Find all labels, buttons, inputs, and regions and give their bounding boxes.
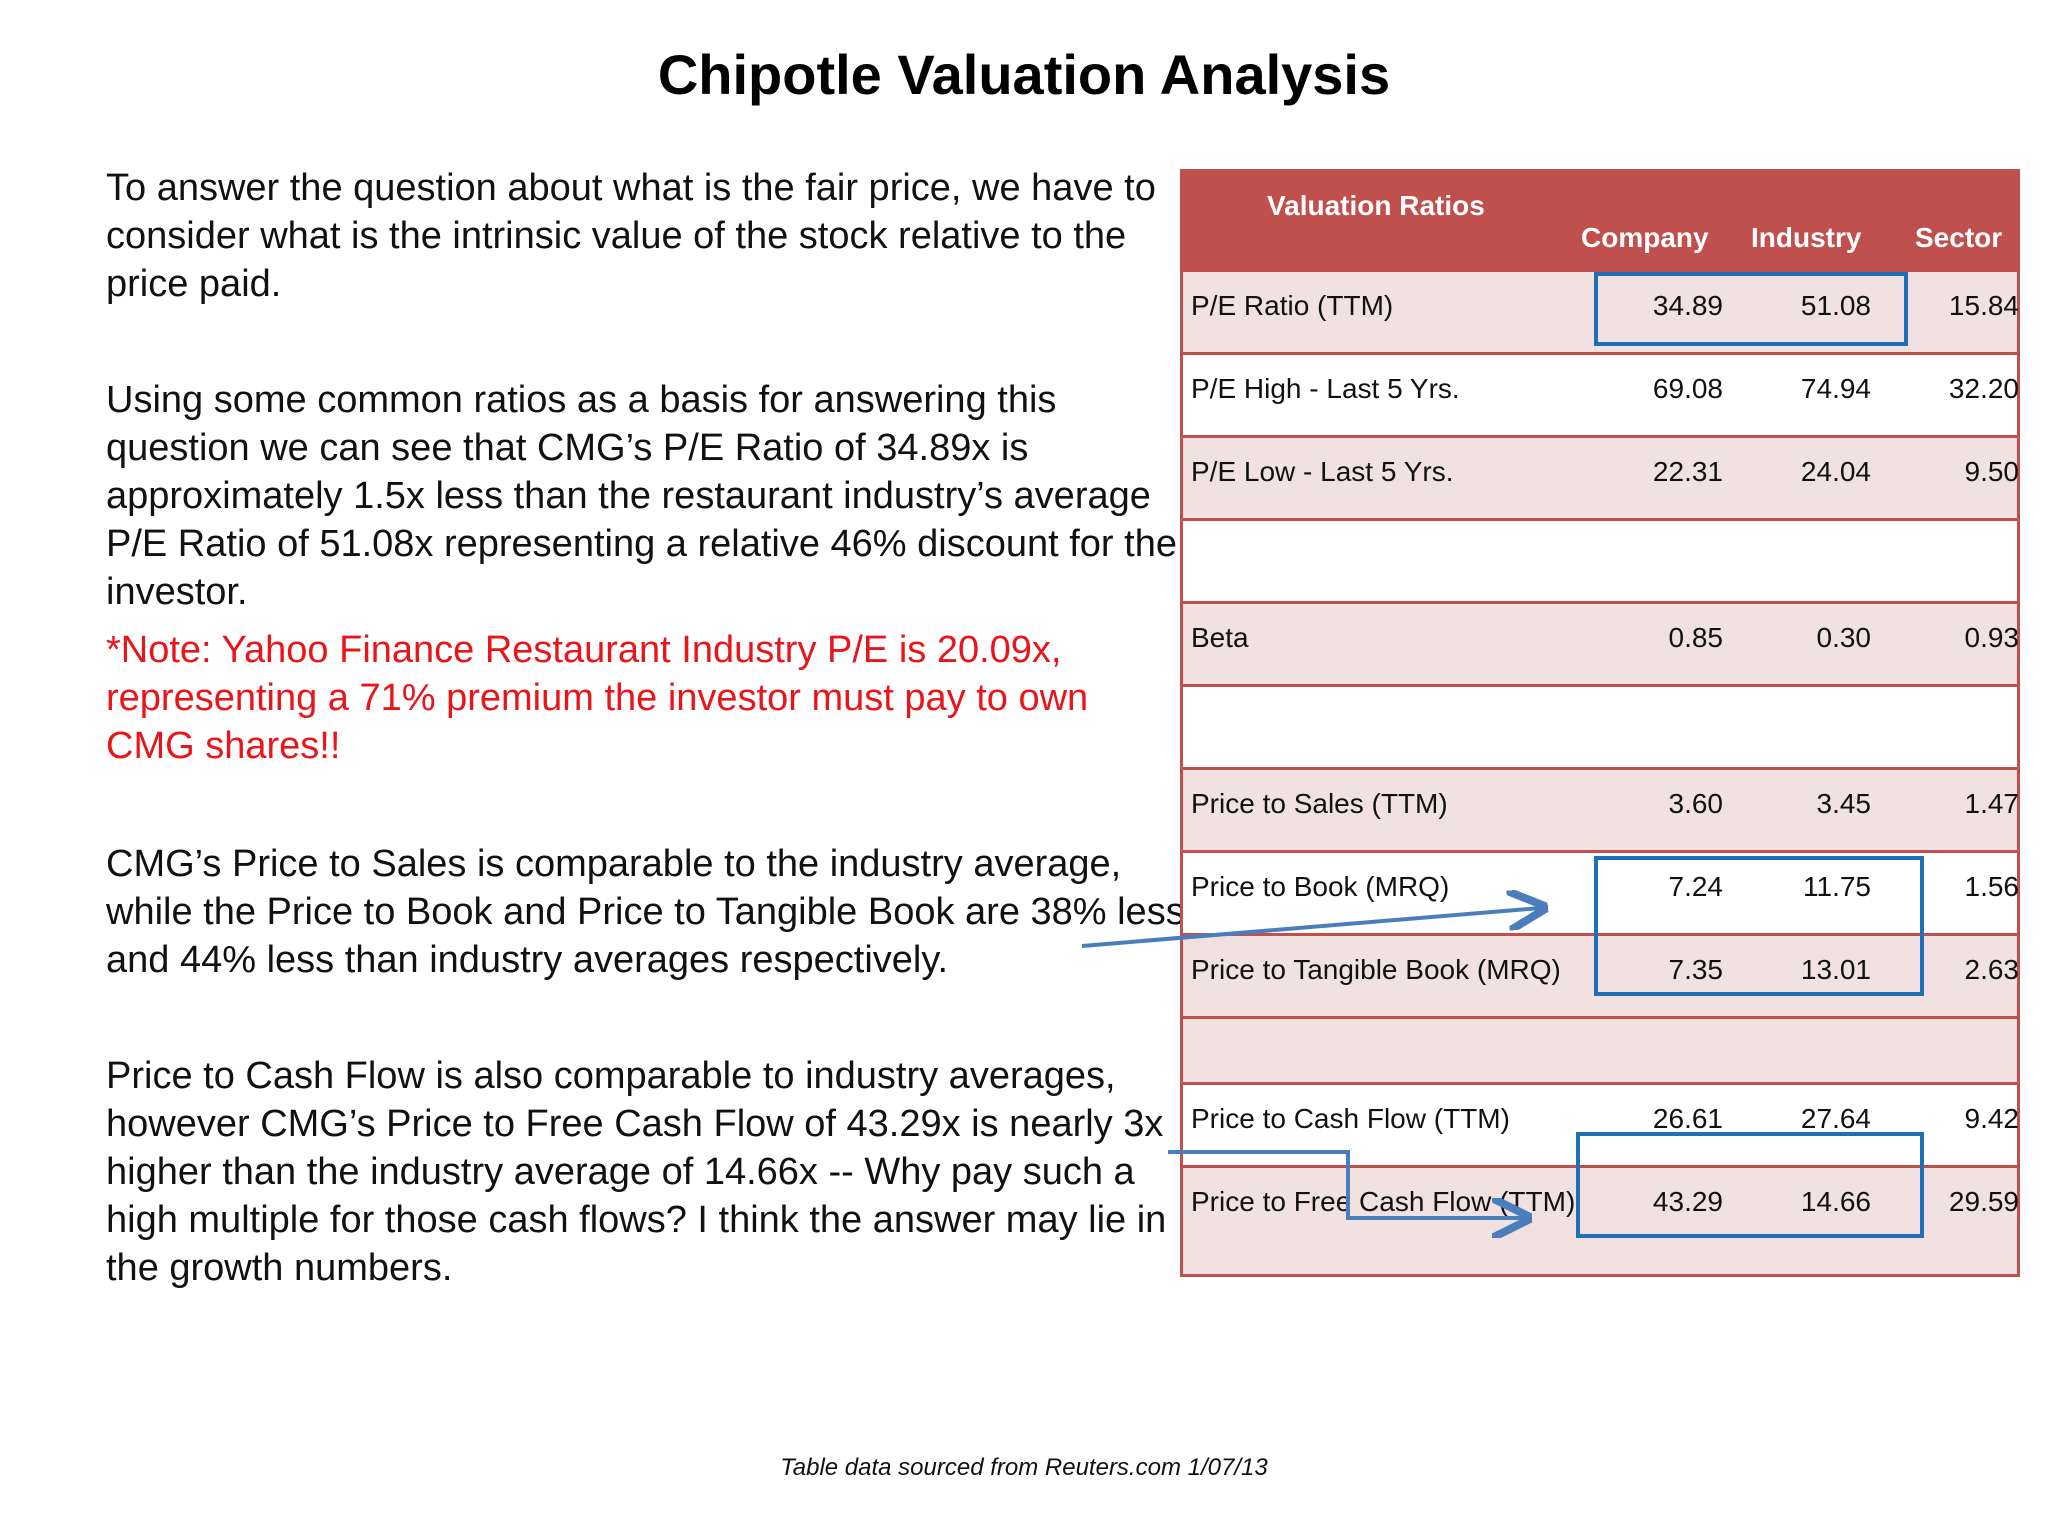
company-value: 43.29 <box>1652 1186 1723 1217</box>
intro-paragraph: To answer the question about what is the… <box>106 164 1186 308</box>
note-text: *Note: Yahoo Finance Restaurant Industry… <box>106 629 1089 767</box>
company-value: 3.60 <box>1668 788 1724 819</box>
row-label: Price to Tangible Book (MRQ) <box>1191 954 1561 985</box>
company-value: 26.61 <box>1652 1103 1723 1134</box>
note-paragraph: *Note: Yahoo Finance Restaurant Industry… <box>106 626 1186 770</box>
pe-highlight-box <box>1594 272 1908 346</box>
table-row: Beta 0.85 0.30 0.93 <box>1183 604 2020 687</box>
industry-value: 51.08 <box>1800 290 1871 321</box>
book-text: CMG’s Price to Sales is comparable to th… <box>106 843 1185 981</box>
row-label: P/E Ratio (TTM) <box>1191 290 1394 321</box>
source-note: Table data sourced from Reuters.com 1/07… <box>780 1454 1268 1481</box>
company-value: 34.89 <box>1652 290 1723 321</box>
table-header: Valuation Ratios Company Industry Sector <box>1183 172 2017 272</box>
fcf-arrow <box>1168 1150 1524 1218</box>
row-label: Beta <box>1191 622 1249 653</box>
company-value: 22.31 <box>1652 456 1723 487</box>
column-header-sector: Sector <box>1915 222 2003 253</box>
sector-value: 9.42 <box>1964 1103 2020 1134</box>
row-label: Price to Cash Flow (TTM) <box>1191 1103 1510 1134</box>
sector-value: 1.47 <box>1964 788 2020 819</box>
industry-value: 14.66 <box>1800 1186 1871 1217</box>
sector-value: 32.20 <box>1948 373 2019 404</box>
pe-paragraph: Using some common ratios as a basis for … <box>106 376 1186 616</box>
book-highlight-box <box>1594 856 1924 996</box>
table-row: Price to Book (MRQ) 7.24 11.75 1.56 <box>1183 853 2020 936</box>
industry-value: 3.45 <box>1816 788 1872 819</box>
table-row: Price to Cash Flow (TTM) 26.61 27.64 9.4… <box>1183 1085 2020 1168</box>
company-value: 0.85 <box>1668 622 1724 653</box>
book-paragraph: CMG’s Price to Sales is comparable to th… <box>106 840 1186 984</box>
column-header-industry: Industry <box>1751 222 1862 253</box>
table-row-empty <box>1183 687 2017 770</box>
sector-value: 9.50 <box>1964 456 2020 487</box>
company-value: 69.08 <box>1652 373 1723 404</box>
industry-value: 0.30 <box>1816 622 1872 653</box>
company-value: 7.24 <box>1668 871 1724 902</box>
table-row: Price to Sales (TTM) 3.60 3.45 1.47 <box>1183 770 2020 853</box>
industry-value: 24.04 <box>1800 456 1871 487</box>
industry-value: 27.64 <box>1800 1103 1871 1134</box>
table-title: Valuation Ratios <box>1267 190 1485 221</box>
sector-value: 15.84 <box>1948 290 2019 321</box>
table-row: P/E High - Last 5 Yrs. 69.08 74.94 32.20 <box>1183 355 2019 438</box>
valuation-table: Valuation Ratios Company Industry Sector… <box>1180 169 2020 1277</box>
industry-value: 11.75 <box>1803 871 1871 902</box>
sector-value: 0.93 <box>1964 622 2020 653</box>
industry-value: 74.94 <box>1800 373 1871 404</box>
row-label: Price to Book (MRQ) <box>1191 871 1450 902</box>
table-row: P/E Low - Last 5 Yrs. 22.31 24.04 9.50 <box>1183 438 2020 521</box>
cashflow-paragraph: Price to Cash Flow is also comparable to… <box>106 1052 1186 1292</box>
table-row-empty <box>1183 521 2017 604</box>
pe-text: Using some common ratios as a basis for … <box>106 379 1177 613</box>
row-label: P/E Low - Last 5 Yrs. <box>1191 456 1454 487</box>
sector-value: 2.63 <box>1964 954 2020 985</box>
cashflow-text: Price to Cash Flow is also comparable to… <box>106 1055 1167 1289</box>
industry-value: 13.01 <box>1800 954 1871 985</box>
table-row-empty <box>1183 1019 2017 1085</box>
row-label: P/E High - Last 5 Yrs. <box>1191 373 1460 404</box>
sector-value: 29.59 <box>1948 1186 2019 1217</box>
table-row: Price to Tangible Book (MRQ) 7.35 13.01 … <box>1183 936 2020 1019</box>
page-title: Chipotle Valuation Analysis <box>657 43 1391 106</box>
fcf-highlight-box <box>1576 1132 1924 1238</box>
sector-value: 1.56 <box>1964 871 2020 902</box>
company-value: 7.35 <box>1668 954 1724 985</box>
table-row: P/E Ratio (TTM) 34.89 51.08 15.84 <box>1183 272 2019 355</box>
book-arrow <box>1081 908 1540 948</box>
row-label: Price to Sales (TTM) <box>1191 788 1448 819</box>
column-header-company: Company <box>1581 222 1709 253</box>
intro-text: To answer the question about what is the… <box>106 167 1156 305</box>
